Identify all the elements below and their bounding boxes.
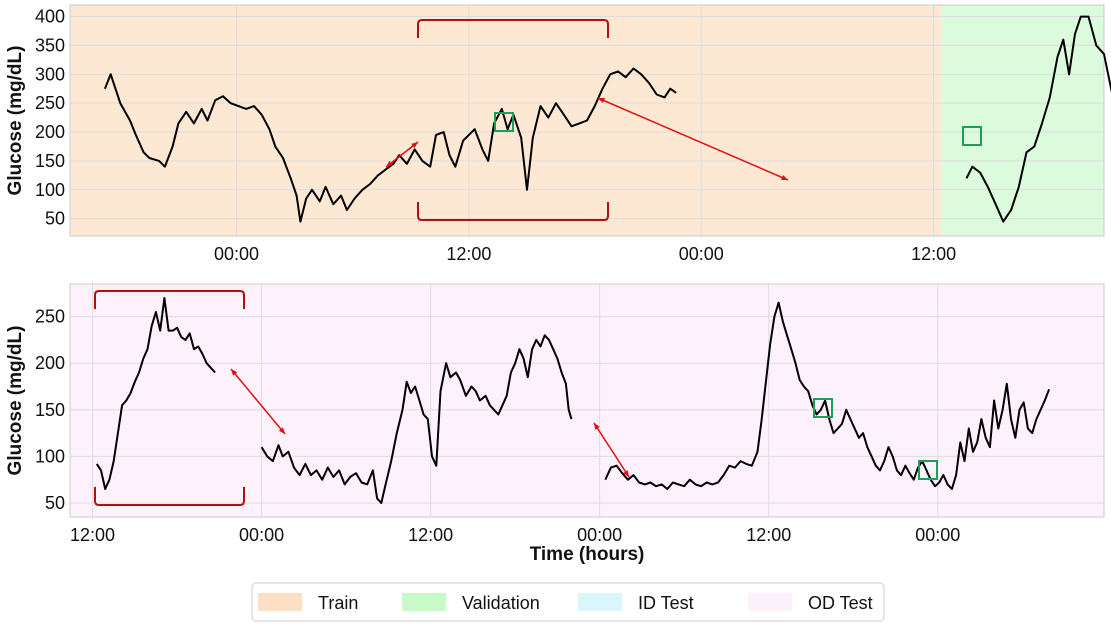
x-tick-label: 12:00 <box>746 525 791 545</box>
x-tick-label: 00:00 <box>577 525 622 545</box>
x-tick-label: 00:00 <box>214 244 259 264</box>
region-od-test <box>70 284 1104 517</box>
y-tick-label: 50 <box>45 209 65 229</box>
y-tick-label: 100 <box>35 180 65 200</box>
window-bracket-bottom <box>94 487 245 506</box>
y-axis-label: Glucose (mg/dL) <box>5 46 26 196</box>
region-validation <box>941 5 1104 236</box>
window-bracket-top <box>94 290 245 309</box>
highlight-box <box>962 126 982 146</box>
legend-swatch-validation <box>402 593 446 611</box>
arrow-head <box>411 142 418 149</box>
legend-label-validation: Validation <box>462 593 540 613</box>
arrow-line <box>385 141 419 168</box>
y-tick-label: 200 <box>35 353 65 373</box>
top-panel: 50 100 150 200 250 300 350 400 00:00 12:00 00:00 12… <box>5 4 1111 264</box>
x-tick-label: 12:00 <box>70 525 115 545</box>
x-tick-label: 12:00 <box>911 244 956 264</box>
glucose-line-segment <box>95 297 216 490</box>
legend-swatch-id-test <box>578 593 622 611</box>
arrow-head <box>623 470 629 477</box>
window-bracket-bottom <box>417 202 609 221</box>
glucose-line-segment <box>103 67 677 223</box>
glucose-line-segment <box>260 334 573 504</box>
legend-label-id-test: ID Test <box>638 593 694 613</box>
arrow-line <box>593 422 630 478</box>
glucose-line-segment <box>965 15 1111 223</box>
arrow-head <box>278 427 285 434</box>
legend: Train Validation ID Test OD Test <box>251 582 885 622</box>
legend-label-od-test: OD Test <box>808 593 873 613</box>
plot-frame <box>69 4 1105 237</box>
arrow-line <box>230 368 286 435</box>
x-tick-label: 12:00 <box>446 244 491 264</box>
x-tick-label: 00:00 <box>239 525 284 545</box>
arrow-head <box>594 423 600 430</box>
highlight-box <box>813 398 833 418</box>
arrow-head <box>386 160 393 167</box>
legend-label-train: Train <box>318 593 358 613</box>
y-tick-label: 300 <box>35 64 65 84</box>
y-tick-label: 150 <box>35 400 65 420</box>
highlight-box <box>918 460 938 480</box>
plot-frame <box>69 283 1105 518</box>
legend-swatch-od-test <box>748 593 792 611</box>
bottom-panel: 50 100 150 200 250 12:00 00:00 12:00 00:00 12:00 0… <box>5 283 1105 565</box>
y-tick-label: 100 <box>35 446 65 466</box>
arrow-line <box>597 97 789 181</box>
arrow-head <box>231 369 238 376</box>
y-tick-label: 250 <box>35 93 65 113</box>
x-axis-label: Time (hours) <box>530 544 645 565</box>
y-tick-label: 350 <box>35 35 65 55</box>
x-tick-label: 12:00 <box>408 525 453 545</box>
y-tick-label: 150 <box>35 151 65 171</box>
y-tick-label: 50 <box>45 493 65 513</box>
highlight-box <box>494 112 514 132</box>
legend-swatch-train <box>258 593 302 611</box>
y-tick-label: 250 <box>35 307 65 327</box>
arrow-head <box>781 174 788 180</box>
x-tick-label: 00:00 <box>679 244 724 264</box>
x-tick-label: 00:00 <box>915 525 960 545</box>
y-axis-label: Glucose (mg/dL) <box>5 326 26 476</box>
y-tick-label: 200 <box>35 122 65 142</box>
legend-frame <box>251 582 885 622</box>
arrow-head <box>598 98 605 104</box>
y-tick-label: 400 <box>35 7 65 27</box>
glucose-line-segment <box>604 301 1051 490</box>
window-bracket-top <box>417 19 609 38</box>
